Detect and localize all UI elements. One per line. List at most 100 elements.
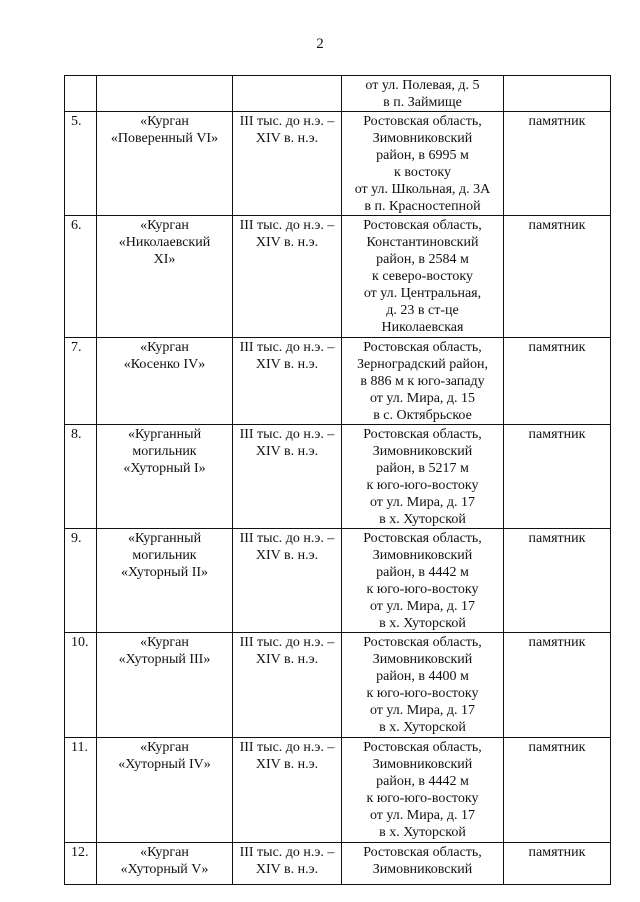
number-cell: 5. bbox=[64, 111, 97, 216]
location-line: Константиновский bbox=[366, 235, 479, 250]
date-line: III тыс. до н.э. – bbox=[239, 340, 335, 355]
date-line: XIV в. н.э. bbox=[255, 862, 319, 877]
status-cell: памятник bbox=[503, 337, 611, 425]
number-text: 9. bbox=[71, 531, 82, 546]
location-line: район, в 5217 м bbox=[376, 461, 469, 476]
name-cell bbox=[96, 75, 233, 112]
number-cell: 9. bbox=[64, 528, 97, 633]
location-line: к востоку bbox=[394, 165, 451, 180]
location-line: район, в 6995 м bbox=[376, 148, 469, 163]
location-line: от ул. Мира, д. 17 bbox=[369, 703, 476, 718]
location-cell: Ростовская область, Константиновский район… bbox=[341, 215, 504, 338]
location-line: от ул. Мира, д. 17 bbox=[369, 808, 476, 823]
location-cell: Ростовская область, Зимовниковский район, … bbox=[341, 632, 504, 738]
location-line: в 886 м к юго-западу bbox=[360, 374, 485, 389]
location-line: в п. Займище bbox=[383, 95, 462, 110]
location-line: к юго-юго-востоку bbox=[366, 791, 479, 806]
date-line: III тыс. до н.э. – bbox=[239, 845, 335, 860]
location-line: Ростовская область, bbox=[363, 114, 482, 129]
location-line: Зимовниковский bbox=[372, 131, 473, 146]
number-cell bbox=[64, 75, 97, 112]
table-body: от ул. Полевая, д. 5 в п. Займище 5. «Курга… bbox=[64, 75, 611, 885]
date-line: XIV в. н.э. bbox=[255, 652, 319, 667]
location-line: район, в 4442 м bbox=[376, 774, 469, 789]
location-line: Ростовская область, bbox=[363, 427, 482, 442]
date-cell: III тыс. до н.э. – XIV в. н.э. bbox=[232, 842, 342, 885]
date-cell: III тыс. до н.э. – XIV в. н.э. bbox=[232, 424, 342, 529]
number-cell: 10. bbox=[64, 632, 97, 738]
location-line: район, в 4442 м bbox=[376, 565, 469, 580]
location-line: в п. Красностепной bbox=[364, 199, 481, 214]
location-line: Ростовская область, bbox=[363, 531, 482, 546]
location-line: к юго-юго-востоку bbox=[366, 686, 479, 701]
table-row: 7. «Курган «Косенко IV» III тыс. до н.э. – X… bbox=[64, 337, 611, 425]
status-cell: памятник bbox=[503, 424, 611, 529]
name-line: «Курганный bbox=[127, 427, 202, 442]
location-cell: Ростовская область, Зимовниковский район, … bbox=[341, 737, 504, 843]
number-text: 11. bbox=[71, 740, 88, 755]
location-cell: Ростовская область, Зерноградский район, в… bbox=[341, 337, 504, 425]
status-line: памятник bbox=[528, 740, 586, 755]
location-line: в с. Октябрьское bbox=[373, 408, 472, 423]
table-row: 5. «Курган «Поверенный VI» III тыс. до н.э.… bbox=[64, 111, 611, 216]
name-line: XI» bbox=[153, 252, 176, 267]
status-line: памятник bbox=[528, 531, 586, 546]
location-line: д. 23 в ст-це bbox=[386, 303, 459, 318]
location-cell: Ростовская область, Зимовниковский район, … bbox=[341, 424, 504, 529]
status-line: памятник bbox=[528, 845, 586, 860]
status-cell: памятник bbox=[503, 842, 611, 885]
date-line: XIV в. н.э. bbox=[255, 357, 319, 372]
location-line: к северо-востоку bbox=[372, 269, 473, 284]
date-line: III тыс. до н.э. – bbox=[239, 427, 335, 442]
name-cell: «Курган «Хуторный III» bbox=[96, 632, 233, 738]
table-row: 8. «Курганный могильник «Хуторный I» III тыс… bbox=[64, 424, 611, 529]
table-row: 9. «Курганный могильник «Хуторный II» III ты… bbox=[64, 528, 611, 633]
date-line: XIV в. н.э. bbox=[255, 548, 319, 563]
number-text: 5. bbox=[71, 114, 82, 129]
location-line: от ул. Полевая, д. 5 bbox=[365, 78, 480, 93]
location-line: Зерноградский район, bbox=[357, 357, 488, 372]
name-line: «Хуторный I» bbox=[123, 461, 206, 476]
location-line: от ул. Школьная, д. 3А bbox=[354, 182, 491, 197]
name-line: «Курган bbox=[140, 114, 189, 129]
status-cell: памятник bbox=[503, 111, 611, 216]
name-line: «Курган bbox=[140, 635, 189, 650]
name-cell: «Курган «Хуторный V» bbox=[96, 842, 233, 885]
page-number: 2 bbox=[316, 36, 324, 52]
location-line: к юго-юго-востоку bbox=[366, 478, 479, 493]
name-line: могильник bbox=[132, 444, 197, 459]
date-cell: III тыс. до н.э. – XIV в. н.э. bbox=[232, 528, 342, 633]
table-row: 10. «Курган «Хуторный III» III тыс. до н.э.… bbox=[64, 632, 611, 738]
name-line: «Курган bbox=[140, 845, 189, 860]
name-cell: «Курган «Поверенный VI» bbox=[96, 111, 233, 216]
name-cell: «Курган «Косенко IV» bbox=[96, 337, 233, 425]
number-text: 8. bbox=[71, 427, 82, 442]
status-cell: памятник bbox=[503, 528, 611, 633]
location-line: Ростовская область, bbox=[363, 340, 482, 355]
location-line: район, в 2584 м bbox=[376, 252, 469, 267]
location-cell: Ростовская область, Зимовниковский район, … bbox=[341, 111, 504, 216]
location-line: район, в 4400 м bbox=[376, 669, 469, 684]
location-line: Ростовская область, bbox=[363, 740, 482, 755]
name-line: «Хуторный II» bbox=[120, 565, 209, 580]
name-line: «Курган bbox=[140, 340, 189, 355]
date-line: III тыс. до н.э. – bbox=[239, 635, 335, 650]
location-line: в х. Хуторской bbox=[379, 616, 466, 631]
location-line: Ростовская область, bbox=[363, 218, 482, 233]
location-line: Зимовниковский bbox=[372, 862, 473, 877]
date-line: III тыс. до н.э. – bbox=[239, 740, 335, 755]
location-line: в х. Хуторской bbox=[379, 825, 466, 840]
date-line: XIV в. н.э. bbox=[255, 131, 319, 146]
number-text: 10. bbox=[71, 635, 89, 650]
location-cell: от ул. Полевая, д. 5 в п. Займище bbox=[341, 75, 504, 112]
date-line: III тыс. до н.э. – bbox=[239, 218, 335, 233]
date-cell: III тыс. до н.э. – XIV в. н.э. bbox=[232, 111, 342, 216]
status-cell: памятник bbox=[503, 632, 611, 738]
table-row: 11. «Курган «Хуторный IV» III тыс. до н.э. … bbox=[64, 737, 611, 843]
number-cell: 11. bbox=[64, 737, 97, 843]
location-line: Зимовниковский bbox=[372, 444, 473, 459]
number-text: 7. bbox=[71, 340, 82, 355]
location-line: к юго-юго-востоку bbox=[366, 582, 479, 597]
status-line: памятник bbox=[528, 114, 586, 129]
